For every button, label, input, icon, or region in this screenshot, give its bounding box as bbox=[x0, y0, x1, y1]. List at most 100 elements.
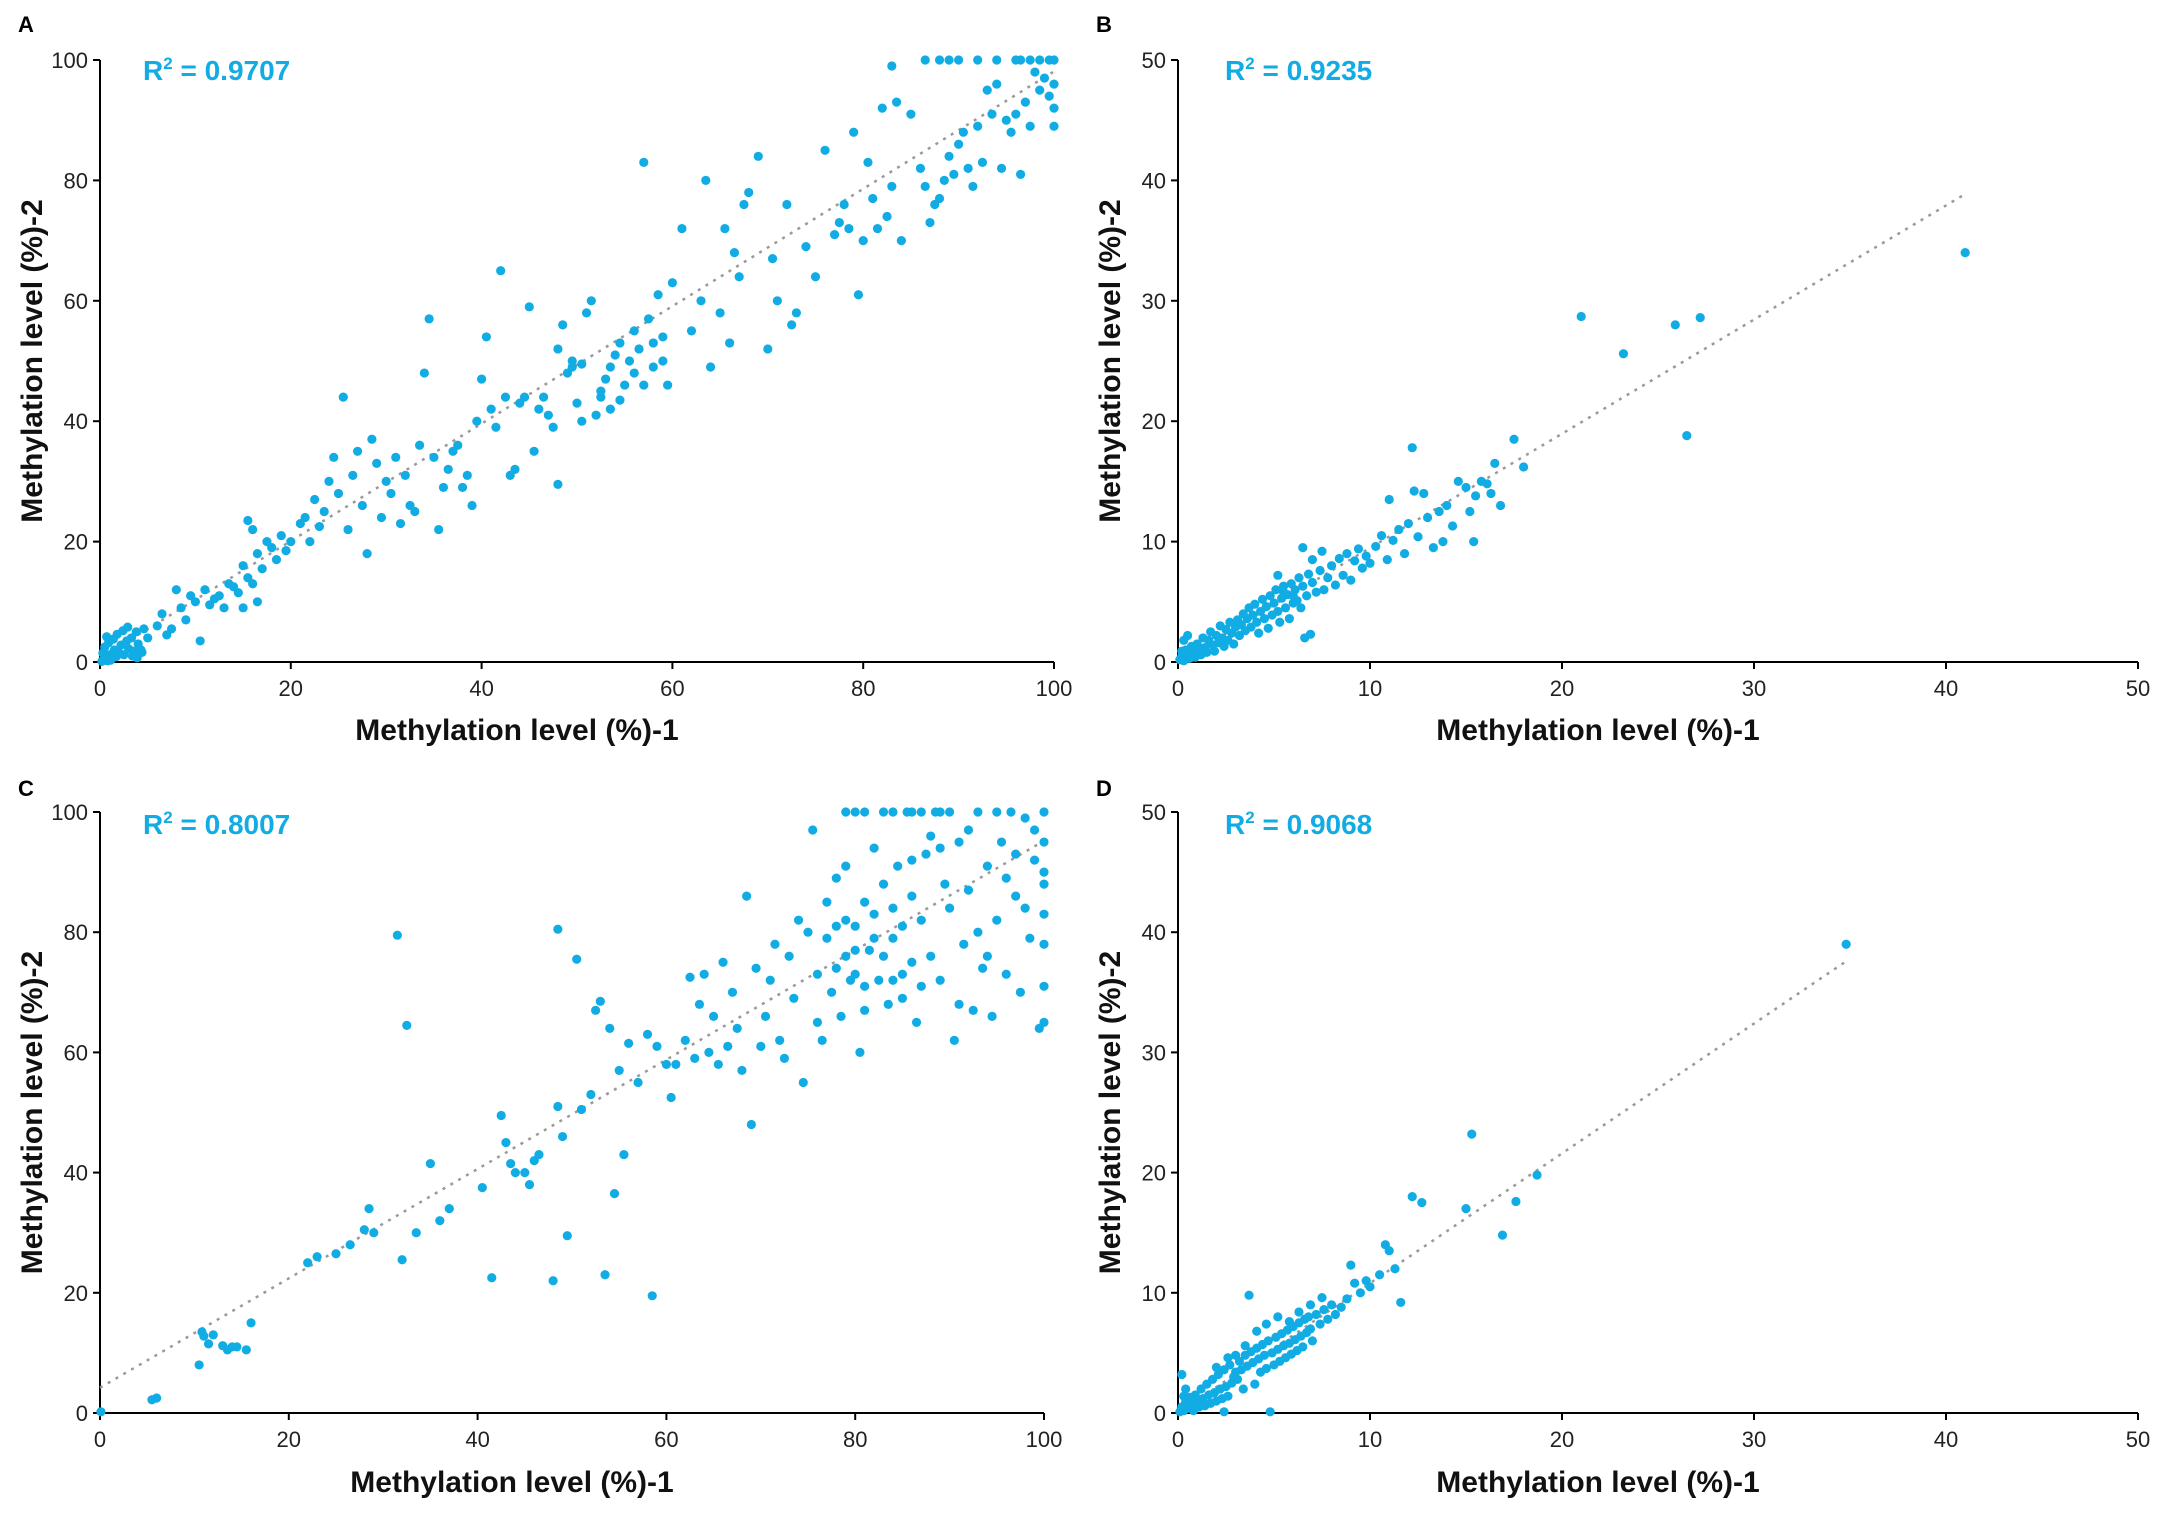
x-tick-label: 30 bbox=[1742, 676, 1766, 701]
data-point bbox=[1384, 1246, 1394, 1256]
data-point bbox=[629, 326, 639, 336]
data-point bbox=[968, 181, 978, 192]
data-point bbox=[1311, 1309, 1321, 1320]
r-squared-superscript: 2 bbox=[163, 808, 172, 827]
y-axis-title: Methylation level (%)-2 bbox=[16, 951, 49, 1274]
data-point bbox=[1231, 1350, 1241, 1360]
x-axis-title: Methylation level (%)-1 bbox=[355, 714, 678, 747]
data-point bbox=[831, 963, 841, 973]
data-point bbox=[841, 951, 851, 961]
data-point bbox=[333, 488, 344, 499]
data-point bbox=[534, 404, 544, 414]
x-tick-label: 0 bbox=[94, 1427, 106, 1452]
data-point bbox=[652, 1041, 662, 1051]
data-point bbox=[690, 1053, 700, 1064]
data-point bbox=[869, 933, 879, 943]
data-point bbox=[921, 849, 931, 859]
data-point bbox=[853, 290, 864, 300]
data-point bbox=[686, 326, 697, 336]
data-point bbox=[770, 939, 780, 949]
data-point bbox=[271, 555, 282, 565]
panel-a: A 0 20 40 60 80 100 0 20 40 60 80 100 Methylation lev… bbox=[16, 12, 1072, 747]
data-point bbox=[429, 452, 439, 462]
data-point bbox=[1039, 73, 1050, 83]
data-point bbox=[348, 470, 358, 480]
r-squared-value: = 0.9707 bbox=[173, 55, 291, 86]
data-point bbox=[888, 933, 898, 943]
data-point bbox=[1202, 647, 1212, 657]
trend-line bbox=[99, 70, 1055, 660]
x-tick-label: 40 bbox=[465, 1427, 489, 1452]
data-point bbox=[425, 1158, 435, 1169]
r-squared-label: R2 = 0.9235 bbox=[1225, 54, 1372, 86]
data-point bbox=[1177, 1369, 1187, 1380]
data-point bbox=[501, 1137, 511, 1148]
data-point bbox=[841, 807, 851, 817]
x-axis-title: Methylation level (%)-1 bbox=[1436, 714, 1759, 747]
data-point bbox=[1375, 1270, 1385, 1280]
data-point bbox=[718, 957, 728, 967]
data-point bbox=[392, 930, 402, 940]
data-point bbox=[1049, 79, 1059, 89]
data-point bbox=[704, 1047, 714, 1057]
data-point bbox=[1960, 248, 1970, 258]
data-point bbox=[882, 211, 892, 222]
data-point bbox=[572, 398, 582, 408]
y-tick-label: 40 bbox=[1142, 168, 1166, 193]
r-squared-prefix: R bbox=[143, 809, 163, 840]
data-point bbox=[305, 537, 315, 547]
x-tick-label: 50 bbox=[2126, 676, 2150, 701]
data-point bbox=[639, 157, 649, 167]
data-point bbox=[863, 157, 873, 167]
data-point bbox=[920, 181, 930, 192]
data-point bbox=[1263, 623, 1273, 633]
data-point bbox=[576, 1104, 587, 1115]
data-point bbox=[1001, 115, 1011, 125]
y-tick-label: 100 bbox=[51, 48, 88, 73]
data-point bbox=[190, 597, 200, 607]
data-point bbox=[732, 1023, 742, 1033]
data-point bbox=[500, 392, 511, 402]
data-point bbox=[877, 103, 887, 113]
data-point bbox=[591, 410, 601, 420]
data-point bbox=[850, 807, 860, 817]
data-point bbox=[596, 386, 606, 396]
data-point bbox=[888, 903, 898, 913]
data-point bbox=[831, 921, 841, 931]
data-point bbox=[1305, 629, 1316, 639]
data-point bbox=[963, 825, 974, 835]
data-point bbox=[181, 615, 191, 625]
data-point bbox=[324, 476, 334, 486]
data-point bbox=[139, 624, 149, 634]
data-point bbox=[300, 512, 310, 523]
data-point bbox=[658, 356, 668, 366]
data-point bbox=[123, 622, 133, 632]
data-point bbox=[887, 181, 897, 192]
data-point bbox=[849, 127, 859, 137]
data-point bbox=[1841, 939, 1851, 949]
data-point bbox=[1179, 1391, 1189, 1401]
data-point bbox=[345, 1240, 355, 1250]
data-point bbox=[647, 1291, 657, 1301]
data-point bbox=[973, 121, 983, 131]
data-point bbox=[402, 1020, 412, 1030]
data-point bbox=[1307, 1336, 1317, 1346]
data-point bbox=[1315, 565, 1325, 576]
data-point bbox=[798, 1077, 808, 1088]
data-point bbox=[1039, 1017, 1049, 1027]
data-point bbox=[1250, 599, 1260, 609]
data-point bbox=[1006, 807, 1016, 817]
data-point bbox=[491, 422, 501, 432]
data-point bbox=[926, 951, 936, 961]
data-point bbox=[586, 1089, 596, 1100]
data-point bbox=[1388, 535, 1398, 545]
data-point bbox=[787, 320, 797, 330]
data-point bbox=[1001, 969, 1011, 979]
data-point bbox=[267, 543, 277, 553]
data-point bbox=[609, 1189, 620, 1199]
data-point bbox=[438, 482, 449, 493]
r-squared-value: = 0.8007 bbox=[173, 809, 291, 840]
data-point bbox=[1011, 109, 1021, 119]
data-point bbox=[1020, 813, 1030, 823]
